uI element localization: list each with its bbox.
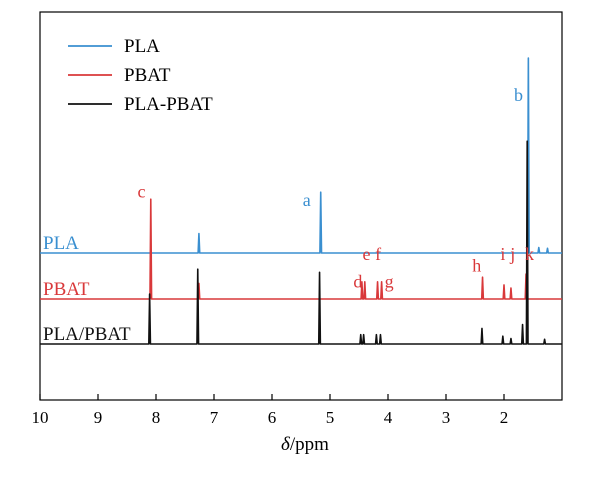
peak-label-a: a [303, 190, 311, 210]
series-label-pla-pbat: PLA/PBAT [43, 324, 131, 345]
x-tick-label-2: 2 [500, 408, 509, 427]
x-tick-label-10: 10 [32, 408, 49, 427]
series-line-pla [40, 57, 562, 254]
spectra-group [40, 57, 562, 345]
x-tick-label-9: 9 [94, 408, 103, 427]
peak-label-e: e [363, 244, 371, 264]
peak-labels-group: a b c de fg hi j k [138, 85, 535, 291]
peak-label-f: f [375, 244, 381, 264]
peak-label-i: i [500, 244, 505, 264]
series-line-pla-pbat [40, 140, 562, 345]
legend-label-pla-pbat: PLA-PBAT [124, 94, 213, 115]
peak-label-c: c [138, 182, 146, 202]
legend-label-pla: PLA [124, 36, 160, 57]
peak-label-b: b [514, 85, 523, 105]
x-tick-label-4: 4 [384, 408, 393, 427]
x-tick-label-8: 8 [152, 408, 161, 427]
series-side-labels: PLA PBAT PLA/PBAT [43, 233, 131, 345]
series-line-pbat [40, 198, 562, 300]
series-label-pbat: PBAT [43, 279, 90, 300]
legend-label-pbat: PBAT [124, 65, 171, 86]
x-axis: 10 9 8 7 6 5 4 3 2 [32, 394, 509, 427]
legend: PLA PBAT PLA-PBAT [68, 36, 213, 115]
x-tick-label-3: 3 [442, 408, 451, 427]
plot-frame [39, 11, 563, 401]
peak-label-j: j [509, 244, 515, 264]
x-axis-title: δ/ppm [281, 434, 329, 455]
peak-label-d: d [353, 271, 362, 291]
peak-label-g: g [385, 271, 394, 291]
series-label-pla: PLA [43, 233, 79, 254]
peak-label-k: k [525, 244, 534, 264]
x-tick-label-7: 7 [210, 408, 219, 427]
peak-label-h: h [472, 256, 481, 276]
x-tick-label-6: 6 [268, 408, 277, 427]
x-tick-label-5: 5 [326, 408, 335, 427]
